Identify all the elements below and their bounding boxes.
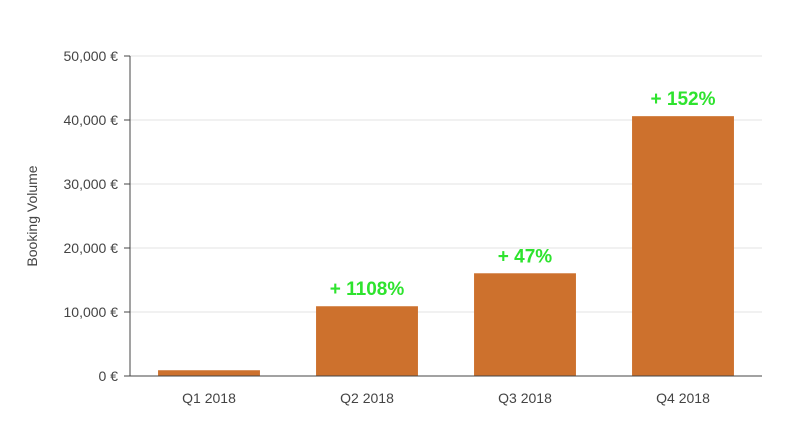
bar-growth-label: + 152%	[651, 89, 716, 110]
bar	[158, 370, 260, 376]
data-labels: + 1108% + 47% + 152%	[330, 89, 716, 300]
x-tick-label: Q3 2018	[498, 390, 552, 406]
y-tick-label: 30,000 €	[64, 176, 119, 192]
x-tick-label: Q2 2018	[340, 390, 394, 406]
bar	[474, 273, 576, 376]
y-tick-label: 10,000 €	[64, 304, 119, 320]
x-tick-label: Q4 2018	[656, 390, 710, 406]
bar	[632, 116, 734, 376]
x-tick-label: Q1 2018	[182, 390, 236, 406]
bar-growth-label: + 1108%	[330, 279, 405, 300]
bar-growth-label: + 47%	[498, 246, 553, 267]
bars	[158, 116, 734, 376]
bar	[316, 306, 418, 376]
axes: 0 € 10,000 € 20,000 € 30,000 € 40,000 € 50,00…	[64, 48, 762, 406]
y-tick-label: 20,000 €	[64, 240, 119, 256]
y-tick-label: 0 €	[99, 368, 119, 384]
y-tick-label: 40,000 €	[64, 112, 119, 128]
y-axis-title: Booking Volume	[24, 165, 40, 266]
y-tick-label: 50,000 €	[64, 48, 119, 64]
